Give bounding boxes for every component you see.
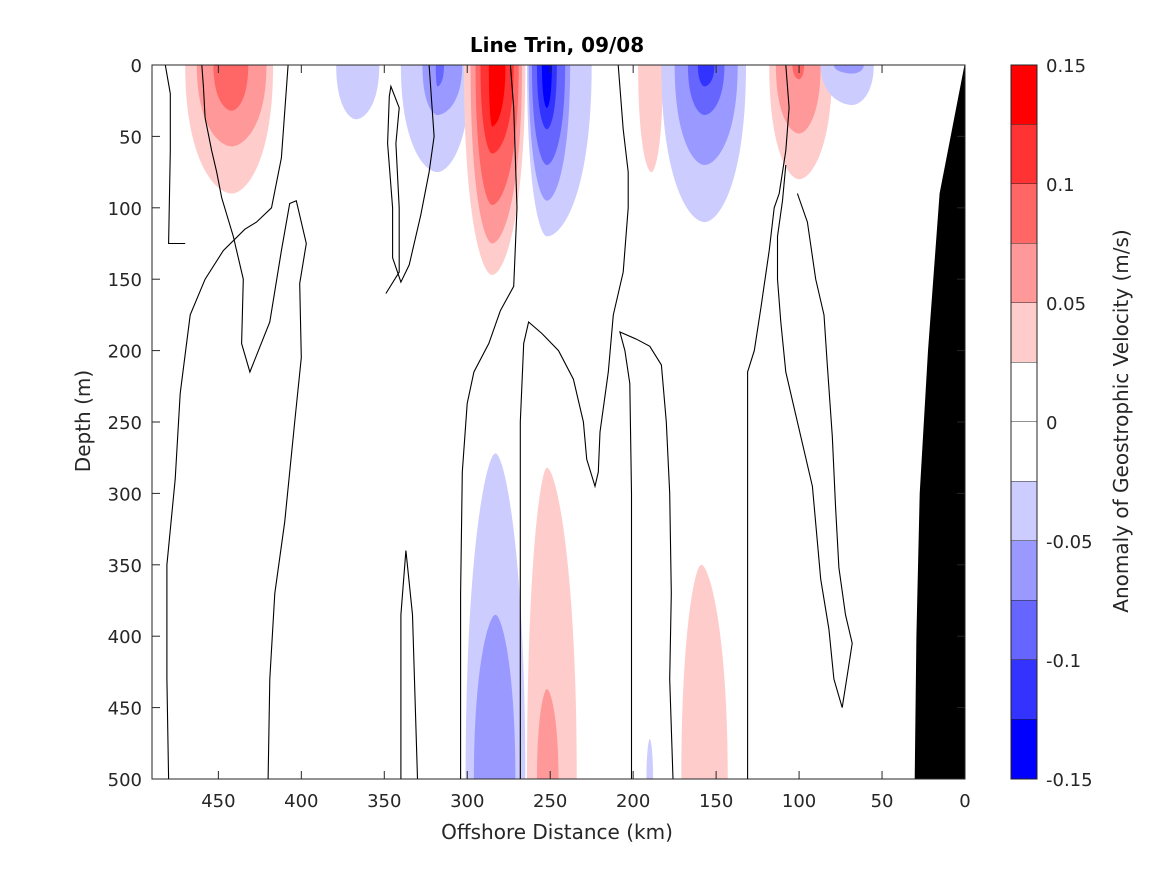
contour-band bbox=[473, 614, 516, 779]
colorbar-tick-label: 0.05 bbox=[1046, 294, 1086, 315]
contour-band bbox=[213, 65, 249, 111]
zero-contour-line bbox=[619, 331, 674, 780]
contour-band bbox=[687, 65, 725, 115]
velocity-core bbox=[526, 65, 592, 237]
colorbar-tick-label: 0.15 bbox=[1046, 56, 1086, 77]
x-tick-label: 350 bbox=[367, 791, 401, 812]
y-tick-label: 300 bbox=[108, 484, 142, 505]
contour-band bbox=[526, 467, 577, 779]
colorbar-tick-label: -0.1 bbox=[1046, 651, 1081, 672]
y-tick-label: 500 bbox=[108, 770, 142, 791]
velocity-core bbox=[638, 65, 664, 173]
y-tick-label: 100 bbox=[108, 199, 142, 220]
velocity-core bbox=[681, 564, 728, 779]
colorbar-tick-label: 0 bbox=[1046, 413, 1057, 434]
velocity-fills bbox=[185, 65, 874, 779]
contour-band bbox=[536, 689, 559, 779]
x-tick-label: 250 bbox=[533, 791, 567, 812]
zero-contour-line bbox=[776, 164, 853, 708]
zero-contour-line bbox=[747, 64, 790, 779]
zero-contour-line bbox=[519, 64, 629, 779]
zero-contour-line bbox=[460, 64, 518, 779]
zero-contour-line bbox=[166, 64, 289, 780]
y-tick-label: 200 bbox=[108, 342, 142, 363]
zero-contours bbox=[164, 64, 853, 780]
zero-contour-line bbox=[164, 64, 186, 245]
contour-band bbox=[833, 65, 864, 74]
colorbar-swatch bbox=[1011, 719, 1037, 779]
contour-band bbox=[638, 65, 664, 173]
contour-band bbox=[435, 65, 445, 87]
y-tick-label: 150 bbox=[108, 270, 142, 291]
colorbar-tick-label: -0.05 bbox=[1046, 532, 1093, 553]
y-tick-label: 250 bbox=[108, 413, 142, 434]
colorbar-swatch bbox=[1011, 184, 1037, 244]
contour-band bbox=[792, 65, 805, 80]
contour-band bbox=[336, 65, 380, 120]
colorbar-swatch bbox=[1011, 660, 1037, 720]
velocity-core bbox=[463, 65, 526, 275]
x-tick-label: 400 bbox=[284, 791, 318, 812]
velocity-core bbox=[646, 739, 654, 779]
colorbar: 0.15 0.1 0.05 0 -0.05 -0.1 -0.15 bbox=[1010, 56, 1093, 791]
colorbar-swatch bbox=[1011, 124, 1037, 184]
x-tick-label: 450 bbox=[201, 791, 235, 812]
velocity-core bbox=[185, 65, 274, 194]
y-tick-label: 350 bbox=[108, 556, 142, 577]
colorbar-swatch bbox=[1011, 303, 1037, 363]
colorbar-tick-label: -0.15 bbox=[1046, 770, 1093, 791]
y-tick-label: 0 bbox=[131, 56, 142, 77]
x-tick-label: 0 bbox=[959, 791, 970, 812]
colorbar-swatch bbox=[1011, 362, 1037, 422]
x-tick-label: 150 bbox=[699, 791, 733, 812]
contour-band bbox=[681, 564, 728, 779]
chart-title: Line Trin, 09/08 bbox=[470, 33, 644, 57]
x-axis-label: Offshore Distance (km) bbox=[441, 820, 673, 844]
velocity-core bbox=[661, 65, 746, 223]
velocity-core bbox=[465, 453, 526, 779]
zero-contour-line bbox=[400, 550, 419, 780]
colorbar-frame bbox=[1010, 64, 1038, 780]
x-tick-label: 100 bbox=[782, 791, 816, 812]
colorbar-swatch bbox=[1011, 600, 1037, 660]
y-tick-label: 50 bbox=[119, 127, 142, 148]
contour-band bbox=[820, 65, 874, 105]
colorbar-swatch bbox=[1011, 422, 1037, 482]
velocity-core bbox=[400, 65, 471, 173]
velocity-core bbox=[820, 65, 874, 105]
y-axis: 0 50 100 150 200 250 300 350 400 450 500 bbox=[108, 56, 965, 791]
colorbar-swatch bbox=[1011, 481, 1037, 541]
y-tick-label: 400 bbox=[108, 627, 142, 648]
velocity-core bbox=[336, 65, 380, 120]
x-axis: 450 400 350 300 250 200 150 100 50 0 bbox=[201, 65, 971, 812]
colorbar-swatch bbox=[1011, 243, 1037, 303]
colorbar-swatch bbox=[1011, 541, 1037, 601]
zero-contour-line bbox=[201, 64, 307, 780]
contour-band bbox=[646, 739, 654, 779]
contour-band bbox=[697, 65, 715, 87]
y-axis-label: Depth (m) bbox=[71, 370, 95, 472]
y-tick-label: 450 bbox=[108, 699, 142, 720]
contour-band bbox=[541, 65, 552, 108]
contour-band bbox=[422, 65, 463, 115]
plot-area bbox=[151, 64, 966, 780]
x-tick-label: 200 bbox=[616, 791, 650, 812]
x-tick-label: 300 bbox=[450, 791, 484, 812]
zero-contour-line bbox=[385, 64, 435, 294]
colorbar-tick-label: 0.1 bbox=[1046, 175, 1075, 196]
colorbar-label: Anomaly of Geostrophic Velocity (m/s) bbox=[1109, 229, 1133, 612]
contour-band bbox=[488, 65, 506, 127]
velocity-core bbox=[526, 467, 577, 779]
x-tick-label: 50 bbox=[871, 791, 894, 812]
colorbar-swatch bbox=[1011, 65, 1037, 125]
